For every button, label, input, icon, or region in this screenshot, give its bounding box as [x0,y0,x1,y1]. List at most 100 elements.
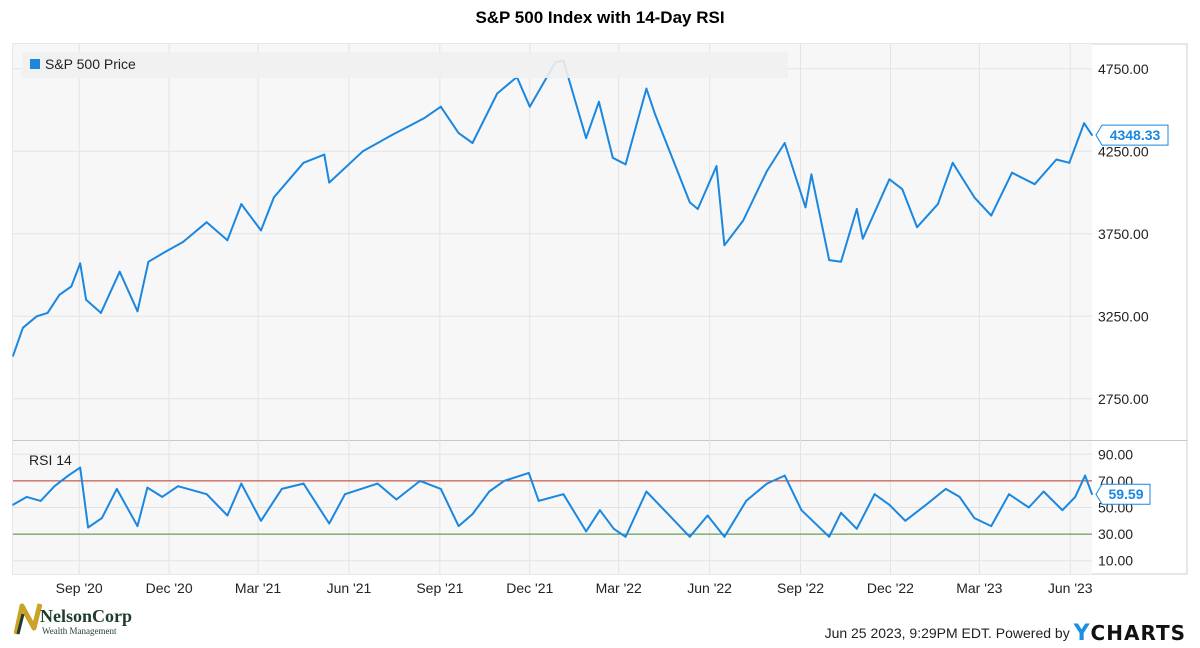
price-series-line-point [302,161,305,164]
rsi-series-line-point [471,513,474,516]
price-series-line-point [861,237,864,240]
price-series-line-point [147,260,150,263]
price-y-tick-label: 4750.00 [1098,61,1149,77]
logo-mark-icon [14,603,42,635]
rsi-series-line-point [1091,493,1093,496]
price-series-line-point [423,117,425,120]
price-series-line-point [136,310,139,313]
x-tick-label: Sep '21 [416,580,463,596]
price-last-value-box [1095,124,1169,146]
price-series-line-point [391,133,394,136]
x-tick-label: Jun '22 [687,580,732,596]
footer-powered-by: Powered by [995,625,1070,641]
price-legend-bg [22,52,788,78]
x-tick-label: Dec '21 [506,580,553,596]
price-series-line-point [951,161,954,164]
x-tick-label: Dec '20 [146,580,193,596]
price-series-line-point [85,298,88,301]
x-tick-label: Mar '23 [956,580,1002,596]
rsi-series-line-point [1084,474,1086,477]
x-tick-label: Mar '21 [235,580,281,596]
rsi-series-line-point [12,503,14,506]
price-series-line-point [696,208,699,210]
price-series-line-point [1083,122,1085,125]
chart-title: S&P 500 Index with 14-Day RSI [475,8,725,27]
rsi-series-line-point [101,517,103,520]
rsi-series-line-point [585,530,587,533]
price-series-line-point [323,153,326,156]
price-series-line-point [742,219,745,222]
price-series-line-point [840,260,842,263]
rsi-last-value-text: 59.59 [1108,486,1143,502]
rsi-series-line-point [240,482,243,485]
rsi-series-line-point [226,514,229,517]
price-series-line-point [916,226,919,229]
price-series-line-point [118,270,121,273]
rsi-series-line-point [958,495,961,498]
price-series-line-point [990,214,993,217]
price-series-line-point [328,181,331,184]
price-series-line-point [855,208,858,210]
price-series-line-point [58,293,61,296]
x-tick-label: Jun '21 [327,580,372,596]
rsi-series-line-point [527,472,530,474]
rsi-series-line-point [376,482,379,485]
footer: Jun 25 2023, 9:29PM EDT. Powered by YCHA… [825,621,1186,646]
rsi-series-line-point [115,487,118,490]
x-tick-label: Dec '22 [867,580,914,596]
rsi-series-line-point [723,535,726,538]
rsi-series-line-point [439,487,442,490]
price-series-line-point [804,206,807,209]
price-series-line-point [226,239,229,242]
price-series-line-point [12,354,14,357]
rsi-series-line-point [745,499,748,502]
price-series-line-point [828,259,831,262]
price-series-line-point [496,92,499,95]
rsi-series-line-point [419,480,421,482]
rsi-series-line-point [39,499,42,502]
rsi-series-line-point [537,499,540,502]
rsi-series-line-point [658,503,661,506]
ycharts-y: Y [1073,621,1091,646]
rsi-series-line-point [783,474,786,477]
rsi-series-line-point [205,493,208,496]
x-tick-label: Mar '22 [596,580,642,596]
price-series-line-point [936,203,939,205]
price-series-line-point [1055,158,1058,161]
price-series-line-point [260,229,262,232]
logo-name: NelsonCorp [40,606,133,626]
price-series-line-point [471,142,474,144]
price-series-line-point [361,150,364,153]
rsi-y-tick-label: 90.00 [1098,446,1133,462]
logo-tagline: Wealth Management [42,626,117,636]
rsi-series-line-point [1027,506,1030,509]
rsi-series-line-point [53,485,56,488]
ycharts-brand[interactable]: YCHARTS [1073,621,1186,646]
price-series-line-point [723,244,726,247]
price-series-line-point [21,326,24,329]
price-series-line-point [1091,134,1093,136]
rsi-series-line-point [136,525,139,528]
price-series-line-point [79,262,82,265]
rsi-series-line-point [944,487,947,490]
price-series-line-point [1011,171,1013,174]
price-series-line-point [888,178,891,181]
rsi-series-line-point [645,490,648,493]
rsi-series-line-point [1042,490,1045,493]
rsi-series-line-point [990,525,993,528]
rsi-series-line-point [457,525,460,528]
price-series-line-point [1068,161,1071,164]
price-series-line-point [624,163,627,166]
price-series-line-point [766,170,768,172]
rsi-y-tick-label: 10.00 [1098,553,1133,569]
price-legend-label: S&P 500 Price [45,56,136,72]
rsi-series-line-point [395,498,398,501]
price-series-line-point [46,312,49,314]
rsi-series-line-point [828,535,831,538]
price-series-line-point [715,165,718,168]
price-series-line-point [973,196,976,199]
rsi-legend-label: RSI 14 [29,452,72,468]
price-series-line-point [1033,183,1036,186]
price-plot-area [13,44,1092,440]
rsi-series-line-point [25,495,28,498]
